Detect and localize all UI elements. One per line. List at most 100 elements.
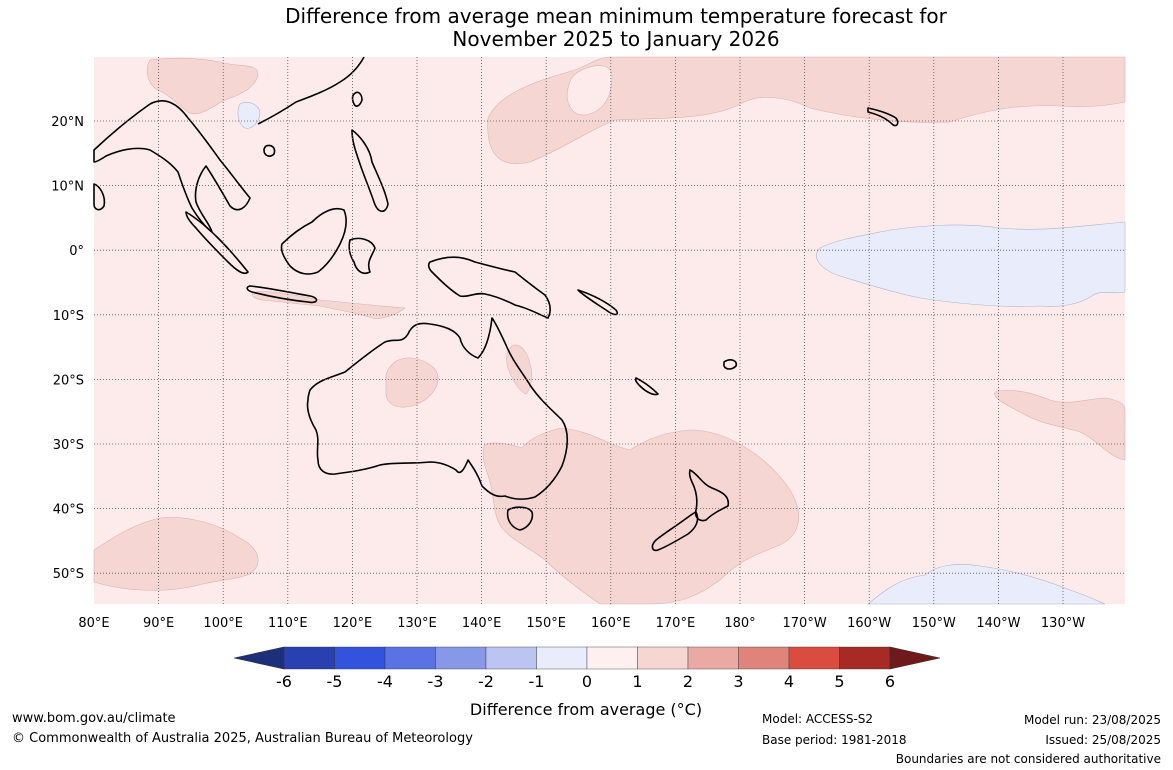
hawaii-coastline [867, 107, 899, 127]
latitude-labels: 20°N 10°N 0° 10°S 20°S 30°S 40°S 50°S [51, 115, 84, 582]
longitude-label: 160°W [847, 616, 891, 631]
colorbar-tick-label: 6 [885, 672, 895, 691]
colorbar-tick-label: 5 [834, 672, 844, 691]
longitude-label: 140°E [462, 616, 502, 631]
colorbar-tick-label: -1 [529, 672, 545, 691]
longitude-label: 150°W [912, 616, 956, 631]
warm-region-tasman-sea [482, 427, 799, 605]
longitude-label: 120°E [333, 616, 373, 631]
colorbar-segment [283, 646, 335, 670]
longitude-label: 170°W [783, 616, 827, 631]
bom-website-link[interactable]: www.bom.gov.au/climate [12, 711, 176, 726]
java-coastline [246, 285, 318, 304]
new-zealand-north-island [688, 469, 730, 522]
colorbar-tick-label: 4 [784, 672, 794, 691]
warm-region-western-australia [385, 357, 439, 408]
longitude-label: 90°E [143, 616, 174, 631]
colorbar [233, 646, 941, 670]
longitude-label: 180° [724, 616, 755, 631]
longitude-label: 100°E [203, 616, 243, 631]
cool-region-laos [237, 102, 261, 129]
colorbar-segment [637, 646, 689, 670]
warm-region-indonesia [252, 291, 406, 319]
warm-anomaly-regions [93, 56, 1126, 605]
colorbar-label: Difference from average (°C) [470, 700, 702, 719]
latitude-label: 30°S [53, 438, 84, 453]
sulawesi-coastline [348, 237, 376, 275]
colorbar-max-extension [889, 646, 941, 670]
latitude-label: 40°S [53, 503, 84, 518]
graticule [94, 57, 1125, 604]
colorbar-segment [738, 646, 790, 670]
colorbar-tick-label: -2 [478, 672, 494, 691]
longitude-label: 150°E [526, 616, 566, 631]
latitude-label: 10°N [51, 180, 84, 195]
longitude-label: 140°W [976, 616, 1020, 631]
borneo-coastline [280, 207, 347, 275]
australia-coastline [306, 317, 569, 500]
solomon-islands-coastline [577, 289, 619, 316]
colorbar-segment [334, 646, 386, 670]
colorbar-tick-label: 2 [683, 672, 693, 691]
fiji-coastline [723, 359, 738, 370]
taiwan-coastline [351, 91, 363, 107]
sri-lanka-coastline [93, 183, 106, 211]
colorbar-segment [536, 646, 588, 670]
colorbar-tick-label: -4 [377, 672, 393, 691]
copyright-notice: © Commonwealth of Australia 2025, Austra… [12, 731, 473, 746]
longitude-label: 170°E [656, 616, 696, 631]
indochina-coastline [93, 100, 251, 233]
cool-region-equatorial-pacific [816, 221, 1126, 307]
longitude-label: 130°E [397, 616, 437, 631]
colorbar-tick-label: 1 [632, 672, 642, 691]
warm-region-north-pacific-hole [566, 65, 613, 116]
boundaries-disclaimer: Boundaries are not considered authoritat… [895, 752, 1161, 766]
latitude-label: 20°S [53, 373, 84, 388]
latitude-label: 10°S [53, 309, 84, 324]
colorbar-segment [586, 646, 638, 670]
latitude-label: 50°S [53, 567, 84, 582]
new-guinea-coastline [427, 256, 551, 319]
colorbar-tick-label: 3 [733, 672, 743, 691]
colorbar-tick-label: -6 [276, 672, 292, 691]
new-zealand-south-island [651, 511, 699, 552]
colorbar-segment [485, 646, 537, 670]
colorbar-segment [687, 646, 739, 670]
latitude-label: 20°N [51, 115, 84, 130]
colorbar-tick-label: -3 [428, 672, 444, 691]
warm-region-southern-indian-ocean [93, 517, 259, 591]
cool-region-southern-pacific [867, 564, 1106, 605]
colorbar-segment [788, 646, 840, 670]
model-name: Model: ACCESS-S2 [762, 712, 874, 726]
colorbar-segment [839, 646, 891, 670]
colorbar-segment [435, 646, 487, 670]
colorbar-tick-labels: -6 -5 -4 -3 -2 -1 0 1 2 3 4 5 6 [276, 672, 895, 691]
longitude-label: 130°W [1041, 616, 1085, 631]
colorbar-segment [384, 646, 436, 670]
warm-region-southeast-asia [146, 57, 259, 115]
issued-date: Issued: 25/08/2025 [1045, 733, 1161, 747]
base-period: Base period: 1981-2018 [762, 733, 907, 747]
longitude-label: 80°E [78, 616, 109, 631]
longitude-labels: 80°E 90°E 100°E 110°E 120°E 130°E 140°E 150°E 16… [78, 616, 1085, 631]
model-run-date: Model run: 23/08/2025 [1023, 713, 1161, 727]
colorbar-tick-label: 0 [582, 672, 592, 691]
warm-region-north-pacific [487, 56, 1126, 165]
hainan-coastline [263, 144, 276, 157]
colorbar-min-extension [233, 646, 285, 670]
map-title-line-2: November 2025 to January 2026 [452, 27, 780, 51]
map-title-line-1: Difference from average mean minimum tem… [285, 4, 947, 28]
warm-region-south-pacific [994, 390, 1126, 461]
latitude-label: 0° [69, 244, 84, 259]
longitude-label: 160°E [591, 616, 631, 631]
philippines-coastline [351, 129, 389, 213]
china-coastline [257, 56, 365, 125]
longitude-label: 110°E [268, 616, 308, 631]
sumatra-coastline [185, 211, 249, 275]
cool-anomaly-regions [237, 102, 1126, 605]
tasmania-coastline [506, 506, 534, 531]
new-caledonia-coastline [634, 377, 659, 396]
coastlines [93, 56, 899, 552]
colorbar-tick-label: -5 [327, 672, 343, 691]
